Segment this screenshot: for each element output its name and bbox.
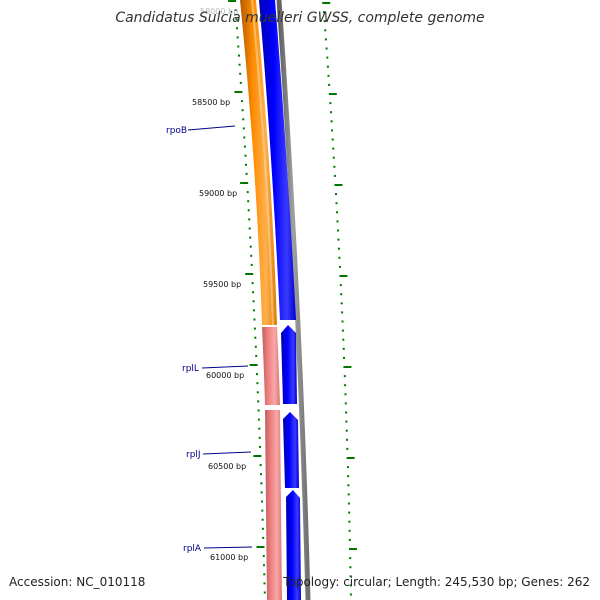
outer-scale-ring	[322, 2, 357, 596]
tick-label: 61000 bp	[210, 553, 248, 562]
tick-labels: 58000 bp 58500 bp 59000 bp 59500 bp 6000…	[192, 7, 248, 562]
feature-blue-2	[281, 325, 297, 404]
gene-label-rplL[interactable]: rplL	[182, 364, 199, 374]
accession-value: NC_010118	[76, 575, 146, 589]
page-title: Candidatus Sulcia muelleri GWSS, complet…	[115, 10, 485, 26]
genes-value: 262	[567, 575, 590, 589]
tick-label: 59000 bp	[199, 189, 237, 198]
tick-label: 60000 bp	[206, 371, 244, 380]
feature-orange-highlight	[251, 0, 274, 326]
topology-value: circular	[343, 575, 388, 589]
gene-leader-line	[187, 125, 236, 131]
accession-info: Accession: NC_010118	[9, 575, 145, 589]
genes-label: Genes:	[521, 575, 564, 589]
feature-blue-3	[283, 412, 299, 488]
feature-blue-4	[286, 490, 301, 600]
gene-leader-line	[202, 451, 252, 455]
tick-label: 59500 bp	[203, 280, 241, 289]
length-value: 245,530 bp	[444, 575, 514, 589]
genome-backbone	[276, 0, 311, 600]
length-label: Length:	[395, 575, 441, 589]
gene-leader-line	[201, 365, 249, 369]
topology-label: Topology:	[283, 575, 340, 589]
gene-label-rplA[interactable]: rplA	[183, 544, 202, 554]
accession-label: Accession:	[9, 575, 73, 589]
feature-pink-rplJ-rplA	[265, 410, 282, 600]
tick-label: 58000 bp	[200, 7, 238, 16]
gene-leader-line	[203, 546, 253, 549]
gene-label-rpoB[interactable]: rpoB	[166, 126, 187, 136]
gene-label-rplJ[interactable]: rplJ	[186, 450, 201, 460]
feature-pink-rplL	[262, 327, 280, 405]
feature-orange-rpoB	[240, 0, 277, 325]
inner-scale-ring	[228, 0, 266, 594]
tick-label: 58500 bp	[192, 98, 230, 107]
genome-summary: Topology: circular; Length: 245,530 bp; …	[283, 575, 590, 589]
feature-blue-1	[259, 0, 296, 320]
tick-label: 60500 bp	[208, 462, 246, 471]
gene-labels: rpoB rplL rplJ rplA	[166, 125, 253, 554]
